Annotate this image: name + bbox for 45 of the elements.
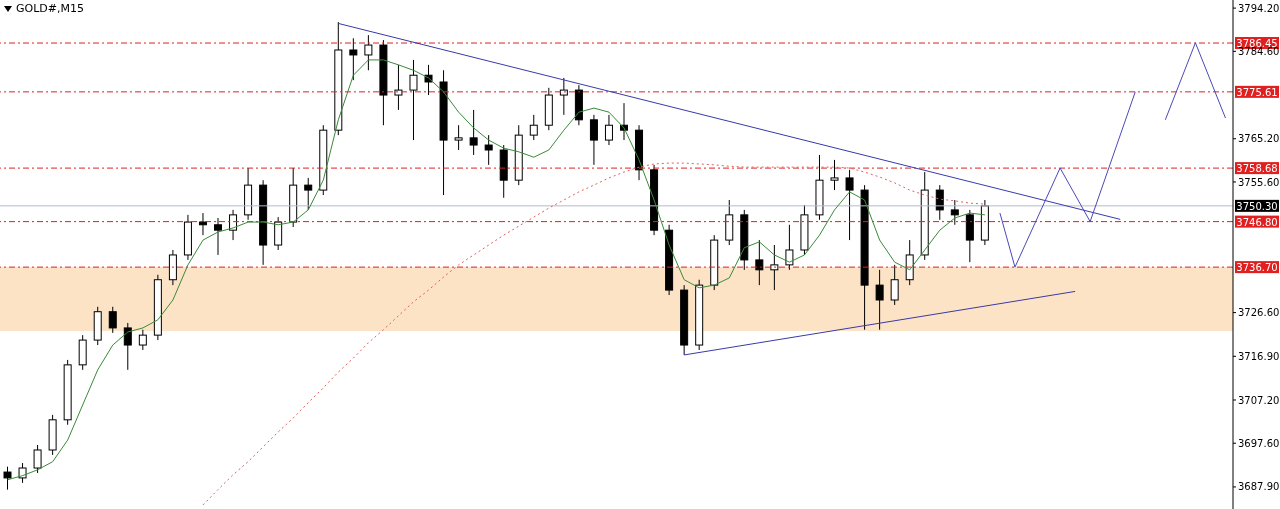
candlestick — [214, 217, 223, 256]
candlestick — [469, 109, 478, 156]
candlestick — [755, 239, 764, 286]
y-tick-label: 3716.90 — [1238, 350, 1280, 362]
candlestick — [484, 134, 493, 166]
candlestick — [349, 37, 358, 81]
ref-line-label: 3750.30 — [1236, 200, 1278, 212]
candlestick — [123, 322, 132, 371]
candlestick — [274, 216, 283, 251]
candlestick — [454, 124, 463, 151]
y-tick-label: 3726.60 — [1238, 307, 1280, 319]
candlestick — [830, 159, 839, 191]
y-tick-label: 3794.20 — [1238, 2, 1280, 14]
candlestick — [845, 169, 854, 241]
y-tick-label: 3707.20 — [1238, 394, 1280, 406]
candlestick — [875, 269, 884, 331]
candlestick — [890, 264, 899, 306]
y-tick-label: 3697.60 — [1238, 437, 1280, 449]
candlestick — [18, 462, 27, 484]
candlestick — [3, 466, 12, 491]
line-series — [999, 91, 1136, 268]
candlestick — [364, 34, 373, 71]
candlestick — [785, 224, 794, 271]
candlestick — [409, 59, 418, 141]
candlestick — [589, 114, 598, 166]
chart-title: GOLD#,M15 — [16, 2, 84, 15]
y-tick-label: 3765.20 — [1238, 133, 1280, 145]
ref-line-label: 3775.61 — [1236, 86, 1278, 98]
candlestick — [559, 77, 568, 116]
candlestick — [198, 212, 207, 236]
candlestick — [529, 114, 538, 141]
ref-line-label: 3746.80 — [1236, 216, 1278, 228]
candlestick — [770, 244, 779, 291]
candlestick — [229, 209, 238, 241]
candlestick — [108, 306, 117, 334]
candlestick — [138, 329, 147, 351]
candlestick — [604, 114, 613, 146]
candlestick — [394, 64, 403, 111]
candlestick — [950, 199, 959, 226]
y-tick-label: 3687.90 — [1238, 481, 1280, 493]
ref-line-label: 3758.68 — [1236, 163, 1278, 175]
candlestick — [304, 177, 313, 211]
ref-line-label: 3736.70 — [1236, 262, 1278, 274]
y-tick-label: 3755.60 — [1238, 176, 1280, 188]
candlestick — [33, 444, 42, 474]
